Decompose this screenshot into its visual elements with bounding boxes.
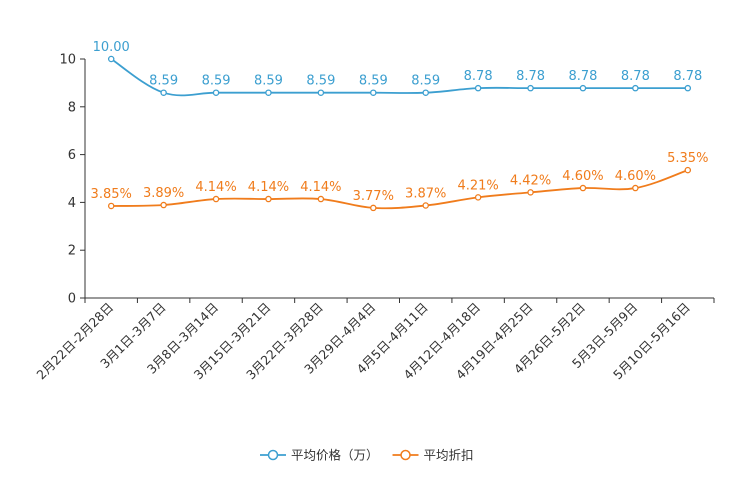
series-lines	[107, 55, 692, 212]
data-point	[684, 84, 692, 92]
data-point	[107, 202, 115, 210]
x-tick-label: 2月22日-2月28日	[33, 300, 116, 383]
data-label: 8.78	[568, 69, 597, 84]
data-label: 3.85%	[91, 187, 132, 202]
data-point	[212, 195, 220, 203]
data-label: 8.59	[359, 74, 388, 89]
series-line-1	[111, 169, 689, 210]
data-label: 3.77%	[353, 189, 394, 204]
data-point	[579, 84, 587, 92]
y-tick-label: 2	[68, 244, 76, 259]
y-tick-label: 10	[59, 53, 76, 68]
data-point	[317, 89, 325, 96]
data-label: 8.78	[464, 69, 493, 84]
data-point	[632, 84, 639, 92]
series-line-0	[110, 58, 688, 97]
data-labels: 10.00 8.59 8.59 8.59 8.59 8.59 8.59 8.78 8.78 8.7…	[91, 40, 709, 204]
legend-marker-icon	[267, 449, 279, 461]
data-label: 3.87%	[405, 187, 446, 202]
legend-marker-icon	[400, 449, 411, 461]
data-point	[265, 89, 272, 96]
data-label: 10.00	[93, 40, 130, 55]
data-point	[107, 55, 115, 63]
data-point	[370, 89, 377, 96]
data-point	[632, 184, 639, 192]
data-label: 4.14%	[195, 180, 236, 195]
data-label: 8.78	[673, 69, 702, 84]
y-tick-label: 8	[68, 100, 76, 115]
data-point	[527, 189, 534, 196]
legend-label: 平均价格（万）	[291, 448, 379, 463]
data-label: 4.42%	[510, 173, 551, 188]
chart-axes: 02468102月22日-2月28日3月1日-3月7日3月8日-3月14日3月1…	[33, 53, 715, 383]
data-label: 4.14%	[248, 180, 289, 195]
legend[interactable]: 平均价格（万） 平均折扣	[260, 448, 474, 463]
data-label: 4.14%	[300, 180, 341, 195]
y-tick-label: 4	[68, 196, 76, 211]
data-label: 8.78	[516, 69, 545, 84]
data-point	[684, 166, 692, 174]
y-tick-label: 0	[68, 292, 76, 307]
data-point	[160, 89, 167, 96]
data-point	[160, 201, 167, 209]
data-point	[422, 89, 429, 96]
data-label: 3.89%	[143, 186, 184, 201]
legend-label: 平均折扣	[424, 448, 474, 463]
data-point	[422, 202, 429, 209]
legend-item-0[interactable]: 平均价格（万）	[260, 448, 379, 463]
data-point	[527, 84, 534, 92]
data-label: 8.59	[149, 74, 178, 89]
y-tick-label: 6	[68, 148, 76, 163]
data-point	[579, 184, 587, 192]
data-label: 8.59	[254, 74, 283, 89]
data-point	[370, 204, 377, 212]
data-label: 8.59	[306, 74, 335, 89]
data-label: 4.60%	[562, 169, 603, 184]
data-point	[212, 89, 220, 96]
legend-item-1[interactable]: 平均折扣	[392, 448, 474, 463]
data-label: 4.21%	[457, 178, 498, 193]
data-label: 8.59	[411, 74, 440, 89]
data-label: 8.78	[621, 69, 650, 84]
data-label: 8.59	[202, 74, 231, 89]
data-label: 5.35%	[667, 151, 708, 166]
data-point	[265, 195, 272, 203]
data-point	[474, 84, 482, 92]
data-point	[474, 194, 482, 201]
data-label: 4.60%	[615, 169, 656, 184]
data-point	[317, 195, 325, 203]
